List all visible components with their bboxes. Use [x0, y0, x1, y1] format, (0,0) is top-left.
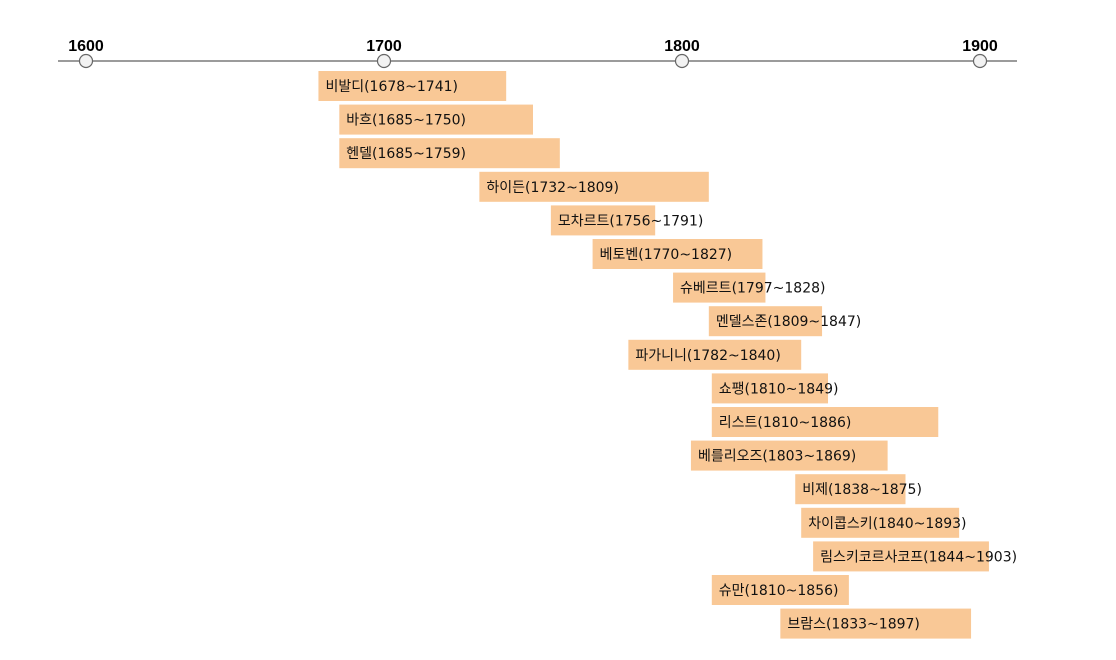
lifespan-label: 비발디(1678~1741): [325, 79, 458, 95]
lifespan-bar: [813, 541, 989, 572]
lifespan-label: 파가니니(1782~1840): [635, 348, 780, 364]
lifespan-label: 모차르트(1756~1791): [558, 213, 703, 229]
lifespan-bar: [339, 104, 533, 135]
lifespan-label: 차이콥스키(1840~1893): [808, 516, 966, 532]
lifespan-bar: [711, 407, 939, 437]
timeline-ticks: 1600 1700 1800 1900: [68, 38, 998, 69]
tick-label-1700: 1700: [366, 38, 402, 55]
lifespan-label: 베토벤(1770~1827): [600, 247, 733, 263]
lifespan-label: 슈만(1810~1856): [719, 583, 839, 599]
tick-marker-1800: [674, 53, 690, 69]
lifespan-label: 베를리오즈(1803~1869): [698, 449, 856, 465]
lifespan-label: 바흐(1685~1750): [346, 113, 466, 129]
timeline-row: 파가니니(1782~1840): [628, 339, 802, 370]
timeline-row: 하이든(1732~1809): [479, 171, 709, 202]
lifespan-label: 멘델스존(1809~1847): [716, 314, 861, 330]
timeline-row: 브람스(1833~1897): [780, 608, 972, 639]
lifespan-label: 헨델(1685~1759): [346, 146, 466, 162]
timeline-bars: 비발디(1678~1741) 바흐(1685~1750) 헨델(1685~1759)…: [318, 71, 1017, 639]
tick-label-1800: 1800: [664, 38, 700, 55]
lifespan-label: 슈베르트(1797~1828): [680, 281, 825, 297]
lifespan-bar: [673, 272, 766, 303]
timeline-row: 헨델(1685~1759): [339, 138, 560, 169]
timeline-row: 모차르트(1756~1791): [550, 205, 703, 236]
lifespan-bar: [795, 474, 906, 505]
tick-label-1900: 1900: [962, 38, 998, 55]
timeline-row: 쇼팽(1810~1849): [711, 373, 839, 404]
lifespan-bar: [628, 339, 802, 370]
lifespan-bar: [479, 171, 709, 202]
tick-marker-1600: [78, 53, 94, 69]
lifespan-bar: [801, 507, 960, 538]
timeline-row: 멘델스존(1809~1847): [708, 306, 861, 337]
tick-label-1600: 1600: [68, 38, 104, 55]
timeline-row: 비발디(1678~1741): [318, 71, 507, 101]
lifespan-bar: [339, 138, 560, 169]
lifespan-label: 하이든(1732~1809): [486, 180, 619, 196]
timeline-row: 슈베르트(1797~1828): [673, 272, 825, 303]
lifespan-label: 비제(1838~1875): [802, 482, 922, 498]
lifespan-label: 쇼팽(1810~1849): [719, 381, 839, 397]
lifespan-bar: [592, 239, 763, 269]
lifespan-bar: [711, 575, 849, 605]
timeline-row: 베를리오즈(1803~1869): [690, 440, 888, 471]
timeline-row: 베토벤(1770~1827): [592, 239, 763, 269]
lifespan-bar: [711, 373, 829, 404]
tick-marker-1700: [376, 53, 392, 69]
timeline-row: 리스트(1810~1886): [711, 407, 939, 437]
lifespan-label: 리스트(1810~1886): [719, 415, 852, 431]
lifespan-bar: [708, 306, 823, 337]
timeline-row: 차이콥스키(1840~1893): [801, 507, 967, 538]
lifespan-bar: [780, 608, 972, 639]
timeline-row: 비제(1838~1875): [795, 474, 922, 505]
lifespan-bar: [550, 205, 656, 236]
tick-marker-1900: [972, 53, 988, 69]
timeline-row: 림스키코르사코프(1844~1903): [813, 541, 1017, 572]
lifespan-bar: [318, 71, 507, 101]
timeline-row: 바흐(1685~1750): [339, 104, 533, 135]
timeline-row: 슈만(1810~1856): [711, 575, 849, 605]
lifespan-bar: [690, 440, 888, 471]
lifespan-label: 브람스(1833~1897): [787, 617, 920, 633]
lifespan-label: 림스키코르사코프(1844~1903): [820, 549, 1017, 565]
